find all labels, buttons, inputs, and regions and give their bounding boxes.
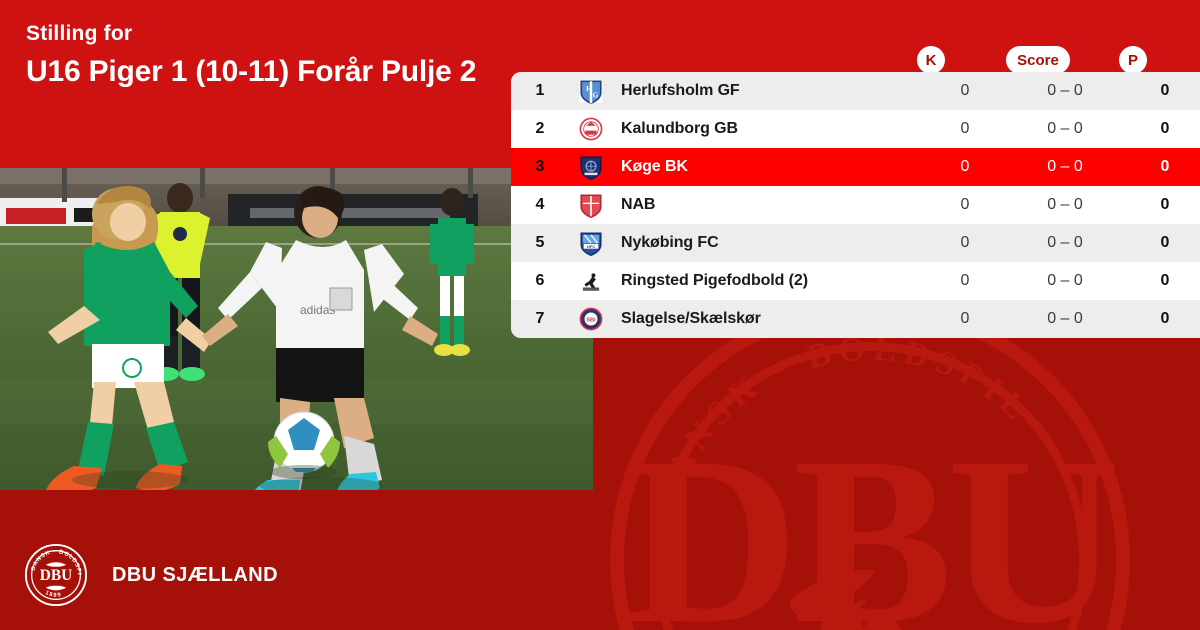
- footer: DANSK · BOLDSPIL 1889 DBU DBU SJÆLLAND: [0, 520, 1200, 630]
- svg-text:1889: 1889: [44, 590, 63, 599]
- svg-text:adidas: adidas: [300, 303, 335, 317]
- row-matches-played: 0: [960, 158, 970, 175]
- svg-text:SBI: SBI: [586, 317, 596, 323]
- row-rank: 7: [535, 310, 545, 327]
- row-points: 0: [1160, 234, 1170, 251]
- row-goal-score: 0 – 0: [1047, 120, 1083, 137]
- row-team-name: Slagelse/Skælskør: [621, 310, 761, 327]
- row-points: 0: [1160, 120, 1170, 137]
- dbu-logo-letters: DBU: [40, 567, 72, 584]
- row-points: 0: [1160, 82, 1170, 99]
- crest-koge-icon: [580, 156, 602, 180]
- row-club-crest: [569, 116, 613, 142]
- row-goal-score: 0 – 0: [1047, 82, 1083, 99]
- row-points: 0: [1160, 272, 1170, 289]
- row-rank: 6: [535, 272, 545, 289]
- crest-nykobing-icon: NFC: [580, 232, 602, 256]
- match-photo-illustration: adidas: [0, 168, 593, 490]
- row-rank: 1: [535, 82, 545, 99]
- footer-org-name: DBU SJÆLLAND: [112, 563, 278, 586]
- row-matches-played: 0: [960, 234, 970, 251]
- row-matches-played: 0: [960, 272, 970, 289]
- svg-text:G: G: [593, 91, 599, 100]
- row-goal-score: 0 – 0: [1047, 272, 1083, 289]
- crest-ringsted-icon: [580, 270, 602, 292]
- row-club-crest: [569, 154, 613, 180]
- svg-text:DANSK · BOLDSPIL ·: DANSK · BOLDSPIL ·: [648, 330, 1062, 512]
- row-team-name: NAB: [621, 196, 656, 213]
- row-rank: 5: [535, 234, 545, 251]
- row-points: 0: [1160, 196, 1170, 213]
- table-row[interactable]: 5 NFC Nykøbing FC 0 0 – 0 0: [511, 224, 1200, 262]
- row-matches-played: 0: [960, 120, 970, 137]
- row-club-crest: NFC: [569, 230, 613, 256]
- dbu-circular-logo-icon: DANSK · BOLDSPIL 1889 DBU: [24, 543, 88, 607]
- table-row[interactable]: 6 Ringsted Pigefodbold (2) 0 0 – 0 0: [511, 262, 1200, 300]
- table-row[interactable]: 4 NAB 0 0 – 0 0: [511, 186, 1200, 224]
- row-rank: 4: [535, 196, 545, 213]
- table-row[interactable]: 2 Kalundborg GB 0 0 – 0 0: [511, 110, 1200, 148]
- page-title: U16 Piger 1 (10-11) Forår Pulje 2: [26, 55, 477, 88]
- table-row[interactable]: 3 Køge BK 0 0 – 0 0: [511, 148, 1200, 186]
- row-rank: 3: [535, 158, 545, 175]
- svg-text:NFC: NFC: [587, 244, 595, 249]
- crest-nab-icon: [580, 194, 602, 218]
- row-team-name: Kalundborg GB: [621, 120, 738, 137]
- row-team-name: Herlufsholm GF: [621, 82, 740, 99]
- standings-table: 1 H G Herlufsholm GF 0 0 – 0 0 2 Kalundborg GB 0 0…: [511, 72, 1200, 338]
- svg-text:H: H: [586, 84, 592, 93]
- row-team-name: Nykøbing FC: [621, 234, 719, 251]
- row-goal-score: 0 – 0: [1047, 196, 1083, 213]
- row-team-name: Ringsted Pigefodbold (2): [621, 272, 808, 289]
- table-row[interactable]: 7 SBI Slagelse/Skælskør 0 0 – 0 0: [511, 300, 1200, 338]
- row-matches-played: 0: [960, 82, 970, 99]
- column-header-score: Score: [1006, 46, 1070, 74]
- table-row[interactable]: 1 H G Herlufsholm GF 0 0 – 0 0: [511, 72, 1200, 110]
- row-points: 0: [1160, 158, 1170, 175]
- row-club-crest: SBI: [569, 306, 613, 332]
- match-photo: adidas: [0, 168, 593, 490]
- column-header-points: P: [1119, 46, 1147, 74]
- header-kicker: Stilling for: [26, 22, 133, 45]
- row-matches-played: 0: [960, 196, 970, 213]
- row-points: 0: [1160, 310, 1170, 327]
- row-club-crest: [569, 268, 613, 294]
- row-matches-played: 0: [960, 310, 970, 327]
- row-club-crest: [569, 192, 613, 218]
- row-goal-score: 0 – 0: [1047, 310, 1083, 327]
- crest-kalundborg-icon: [579, 117, 603, 141]
- row-goal-score: 0 – 0: [1047, 234, 1083, 251]
- column-header-matches: K: [917, 46, 945, 74]
- row-team-name: Køge BK: [621, 158, 688, 175]
- row-goal-score: 0 – 0: [1047, 158, 1083, 175]
- crest-slagelse-icon: SBI: [579, 307, 603, 331]
- crest-herlufsholm-icon: HG: [579, 79, 603, 104]
- row-rank: 2: [535, 120, 545, 137]
